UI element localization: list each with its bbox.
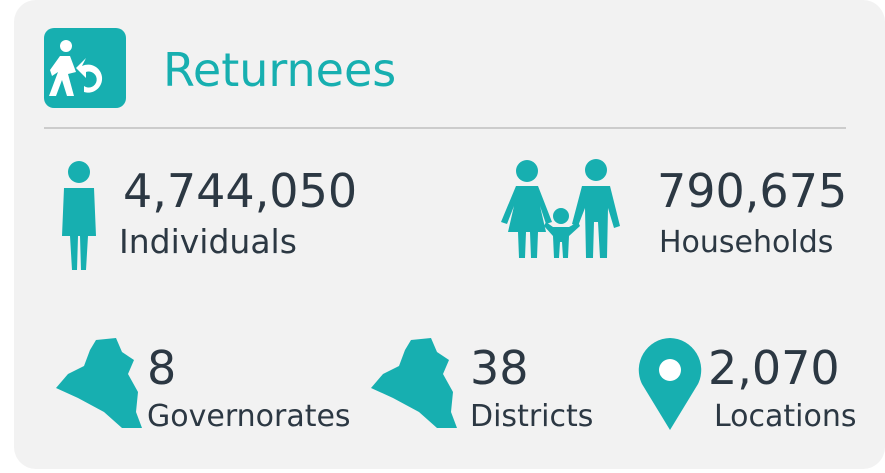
- map-icon: [371, 338, 457, 428]
- map-icon: [56, 338, 142, 428]
- pin-icon: [638, 338, 702, 430]
- stat-value: 8: [147, 341, 176, 395]
- stat-label: Individuals: [119, 222, 297, 261]
- stat-label: Households: [659, 225, 833, 260]
- returnee-icon: [44, 28, 126, 108]
- title: Returnees: [163, 43, 396, 97]
- stat-label: Districts: [470, 399, 593, 434]
- stat-value: 4,744,050: [123, 164, 357, 218]
- stat-label: Governorates: [147, 399, 351, 434]
- family-icon: [501, 159, 620, 258]
- stat-value: 2,070: [708, 341, 840, 395]
- stat-value: 790,675: [657, 164, 847, 218]
- stat-value: 38: [470, 341, 529, 395]
- person-icon: [62, 161, 96, 270]
- stat-label: Locations: [714, 399, 857, 434]
